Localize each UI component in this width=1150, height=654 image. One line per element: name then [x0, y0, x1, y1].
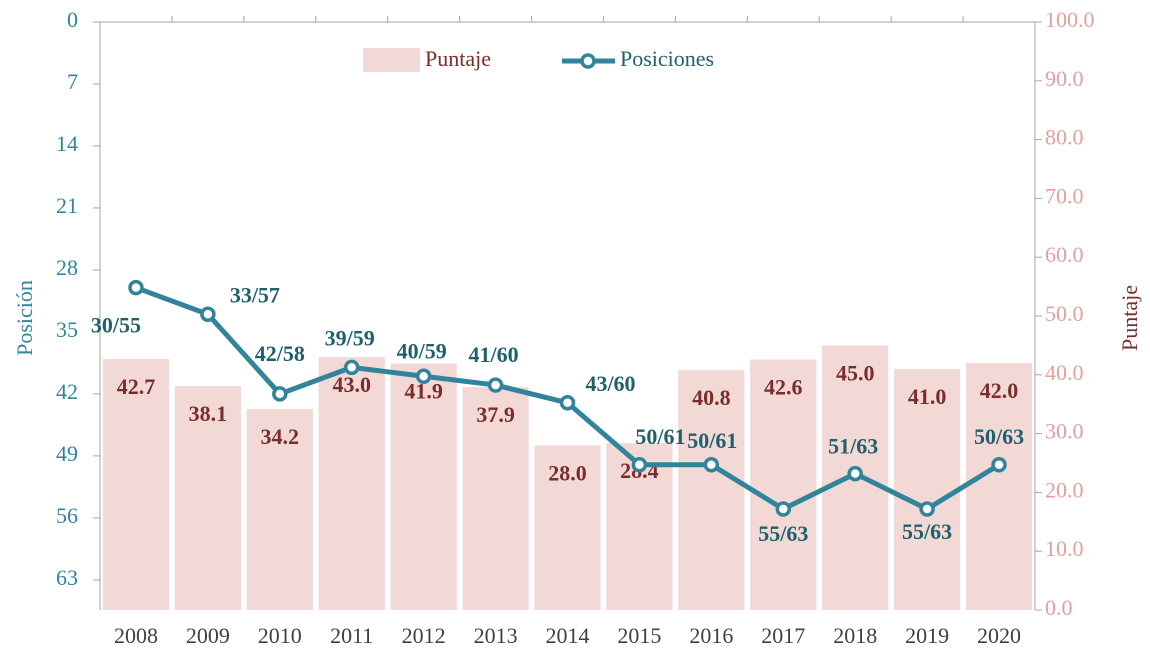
x-tick-label: 2016 — [689, 623, 733, 648]
line-marker — [775, 501, 792, 517]
line-value-label: 30/55 — [91, 313, 141, 338]
line-value-label: 43/60 — [585, 371, 635, 396]
y2-axis-title: Puntaje — [1117, 285, 1142, 351]
line-marker — [703, 457, 720, 473]
bar-value-label: 37.9 — [476, 402, 515, 427]
bar-value-label: 43.0 — [332, 372, 371, 397]
bar — [462, 387, 529, 610]
legend-swatch — [363, 48, 420, 72]
bar — [390, 363, 457, 610]
y2-tick-label: 80.0 — [1045, 125, 1084, 150]
line-value-label: 51/63 — [828, 434, 878, 459]
legend-label: Puntaje — [425, 46, 491, 71]
x-tick-label: 2013 — [474, 623, 518, 648]
x-tick-label: 2011 — [330, 623, 373, 648]
line-marker — [200, 306, 216, 322]
bar-value-label: 38.1 — [189, 401, 228, 426]
bar — [534, 445, 601, 610]
line-marker — [487, 377, 504, 393]
legend-label: Posiciones — [620, 46, 714, 71]
bar-value-label: 42.6 — [764, 375, 803, 400]
y-tick-label: 35 — [56, 317, 78, 342]
x-tick-label: 2010 — [258, 623, 302, 648]
y2-tick-label: 30.0 — [1045, 419, 1084, 444]
line-value-label: 41/60 — [469, 342, 519, 367]
y-tick-label: 21 — [56, 193, 78, 218]
y-tick-label: 28 — [56, 255, 78, 280]
line-marker — [919, 501, 935, 517]
line-marker — [343, 359, 360, 376]
x-tick-label: 2019 — [905, 623, 949, 648]
line-value-label: 50/61 — [687, 428, 737, 453]
bar — [750, 359, 817, 610]
y-axis-title: Posición — [12, 280, 37, 356]
x-tick-label: 2012 — [402, 623, 446, 648]
line-marker — [415, 368, 432, 384]
line-value-label: 50/61 — [635, 424, 685, 449]
y2-tick-label: 10.0 — [1045, 536, 1084, 561]
line-marker — [272, 386, 288, 402]
bar-value-label: 34.2 — [261, 424, 300, 449]
x-tick-label: 2009 — [186, 623, 230, 648]
bar-value-label: 42.7 — [117, 374, 156, 399]
bar-value-label: 42.0 — [980, 378, 1019, 403]
legend-marker — [580, 53, 596, 69]
y-tick-label: 0 — [67, 7, 78, 32]
y-tick-label: 14 — [56, 131, 78, 156]
bar — [102, 358, 170, 610]
bar-value-label: 28.0 — [548, 460, 587, 485]
line-marker — [847, 465, 863, 482]
line-marker — [559, 395, 576, 411]
x-tick-label: 2008 — [114, 623, 158, 648]
bar — [318, 357, 385, 610]
line-marker — [631, 457, 648, 473]
y2-tick-label: 90.0 — [1045, 66, 1084, 91]
y2-tick-label: 60.0 — [1045, 242, 1084, 267]
line-marker — [128, 279, 144, 296]
line-value-label: 33/57 — [230, 282, 280, 307]
bar — [678, 370, 745, 610]
y-tick-label: 56 — [56, 503, 78, 528]
y-tick-label: 7 — [67, 69, 78, 94]
line-value-label: 42/58 — [255, 341, 305, 366]
x-tick-label: 2014 — [546, 623, 590, 648]
y2-tick-label: 100.0 — [1045, 7, 1095, 32]
line-value-label: 55/63 — [902, 519, 952, 544]
x-tick-label: 2015 — [617, 623, 661, 648]
line-value-label: 50/63 — [974, 424, 1024, 449]
y-tick-label: 49 — [56, 441, 78, 466]
y2-tick-label: 70.0 — [1045, 183, 1084, 208]
y2-tick-label: 20.0 — [1045, 477, 1084, 502]
line-value-label: 39/59 — [325, 325, 375, 350]
y2-tick-label: 50.0 — [1045, 301, 1084, 326]
bar — [965, 363, 1033, 610]
bar-value-label: 41.0 — [908, 384, 947, 409]
y2-tick-label: 0.0 — [1045, 595, 1073, 620]
x-tick-label: 2017 — [761, 623, 805, 648]
bar-value-label: 45.0 — [836, 360, 875, 385]
x-tick-label: 2020 — [977, 623, 1021, 648]
y2-tick-label: 40.0 — [1045, 360, 1084, 385]
x-tick-label: 2018 — [833, 623, 877, 648]
line-value-label: 40/59 — [397, 338, 447, 363]
bar — [174, 385, 241, 610]
y-tick-label: 42 — [56, 379, 78, 404]
y-tick-label: 63 — [56, 565, 78, 590]
bar-value-label: 40.8 — [692, 385, 731, 410]
line-value-label: 55/63 — [758, 521, 808, 546]
bar — [894, 368, 961, 610]
line-marker — [991, 457, 1007, 473]
bar — [246, 408, 313, 610]
